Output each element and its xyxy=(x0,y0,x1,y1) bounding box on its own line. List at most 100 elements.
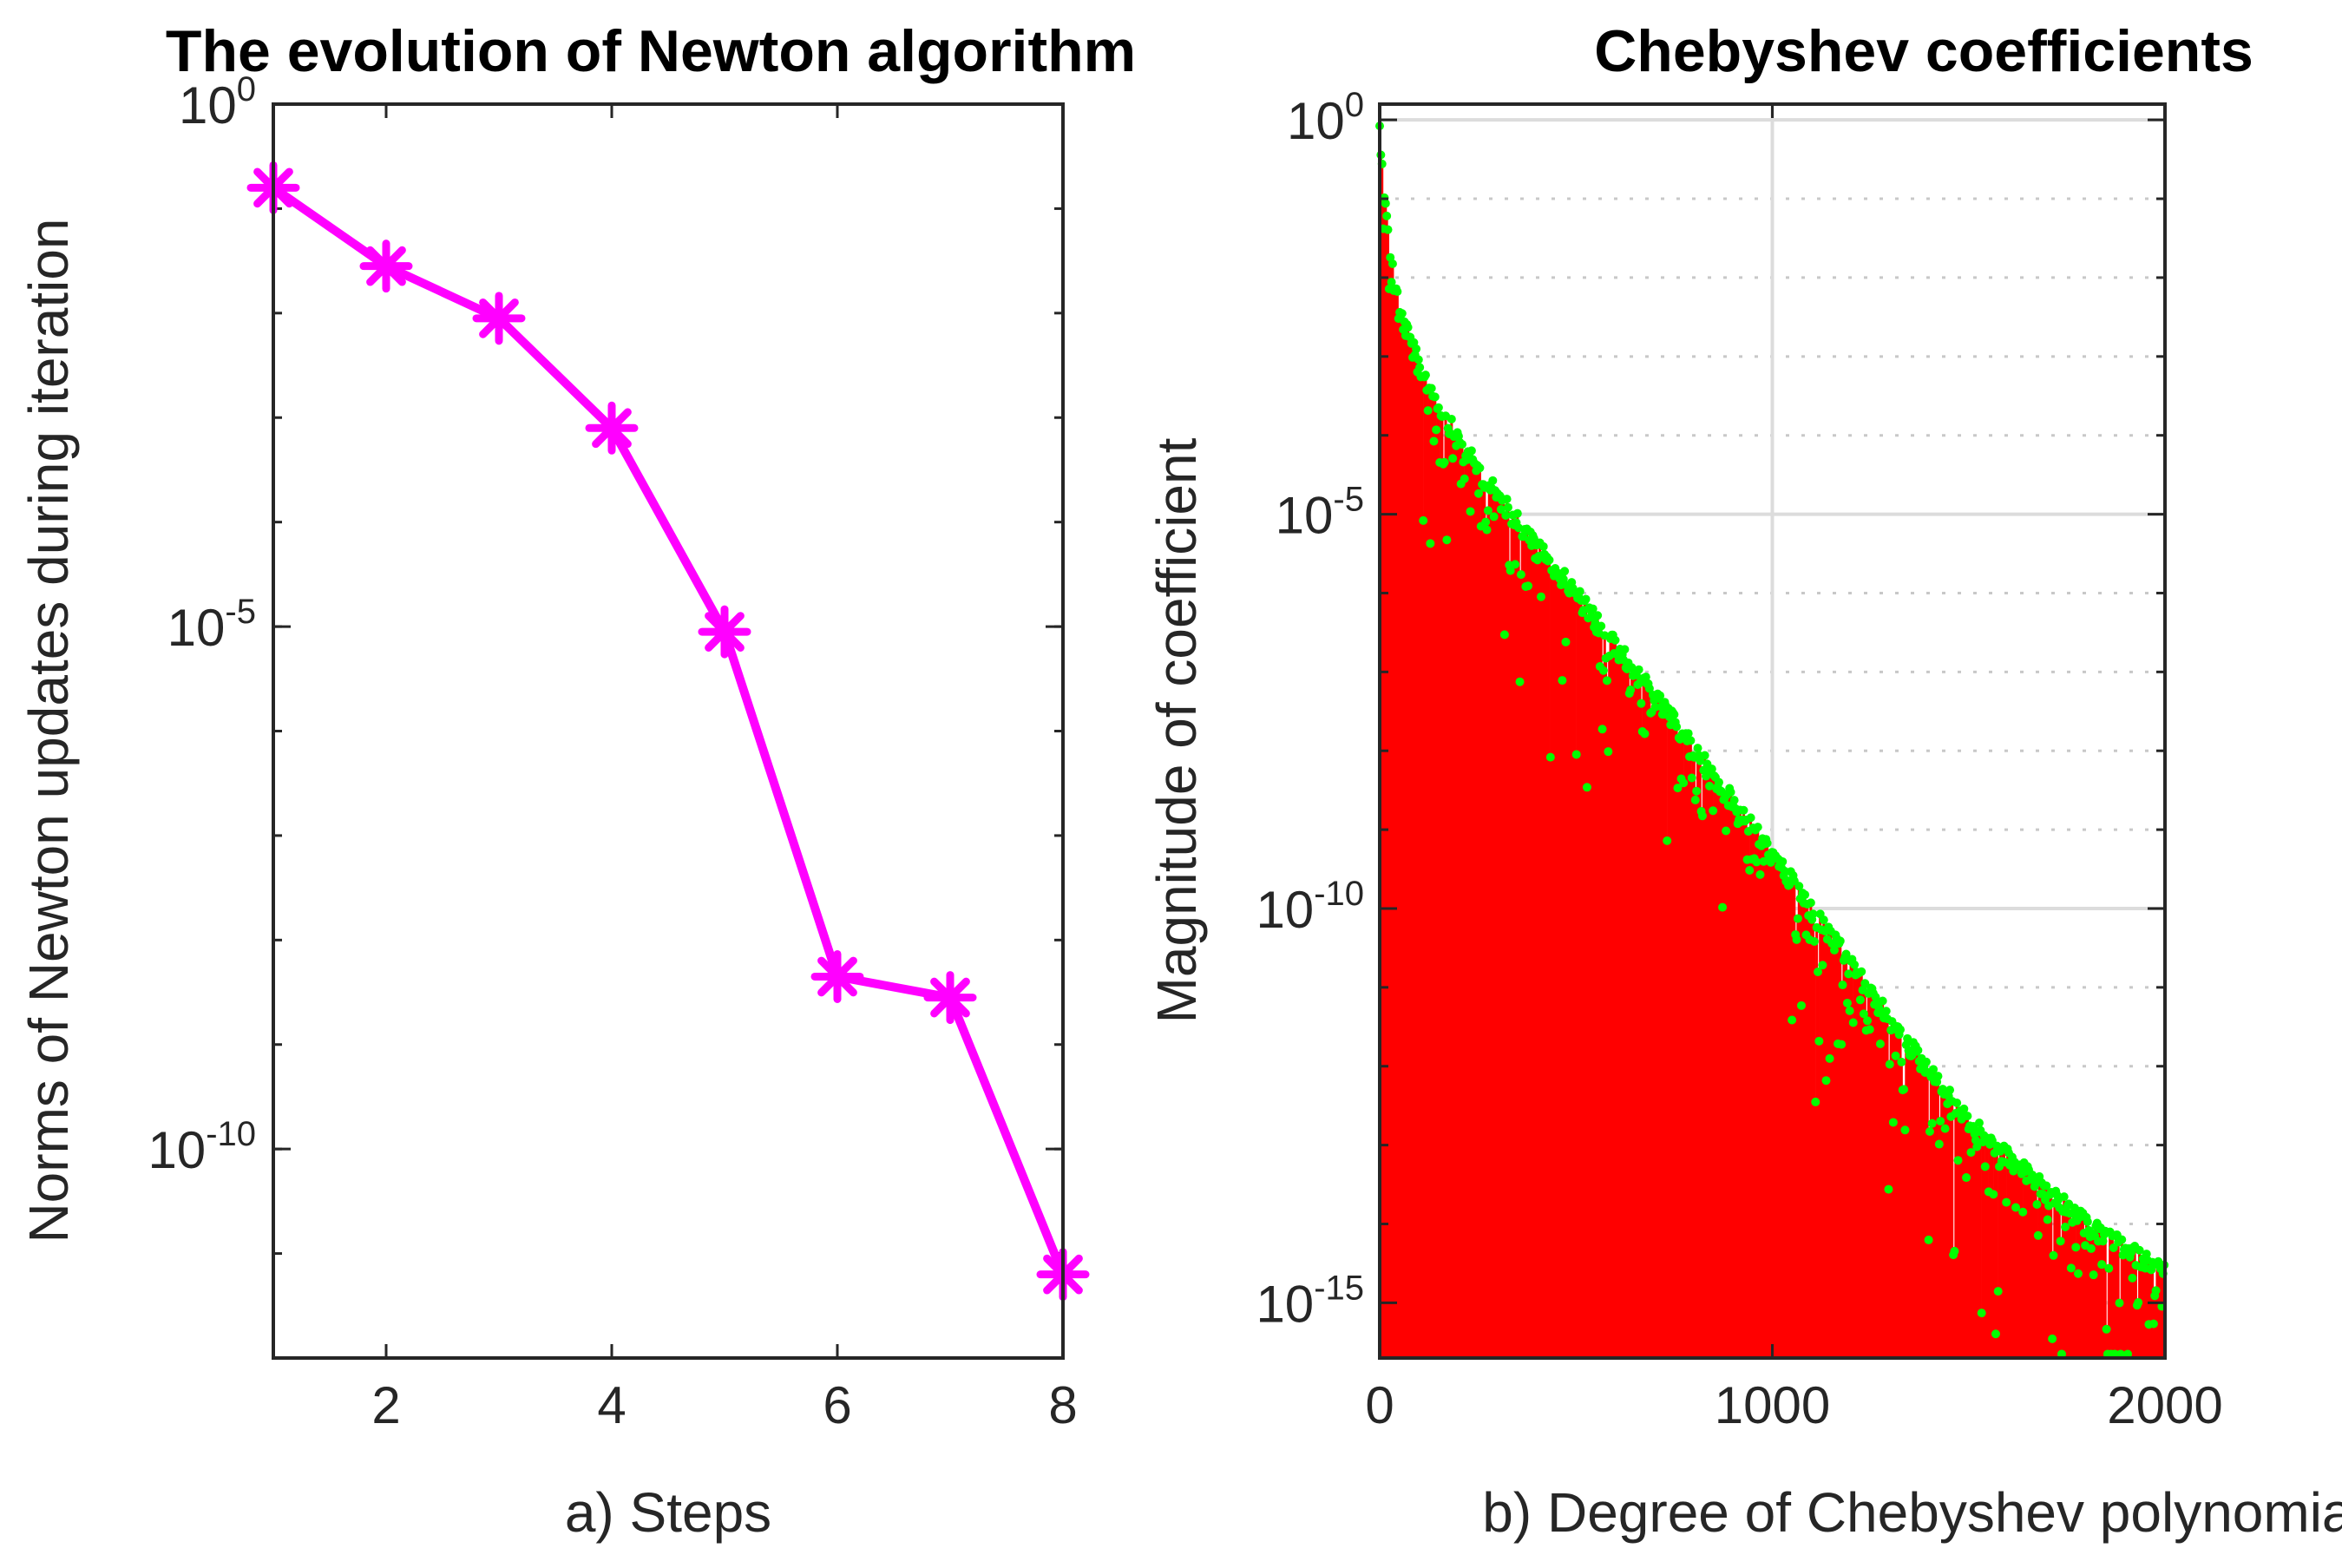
right-coefficient-marker xyxy=(1929,1065,1939,1074)
left-marker-stroke xyxy=(817,956,857,997)
right-coefficient-marker xyxy=(1512,508,1522,518)
right-coefficient-marker xyxy=(1383,225,1393,234)
right-coefficient-marker xyxy=(1429,436,1439,446)
right-coefficient-marker xyxy=(1959,1104,1969,1113)
left-marker-stroke xyxy=(705,612,745,652)
right-coefficient-marker xyxy=(1538,541,1548,551)
right-coefficient-marker xyxy=(2098,1237,2108,1246)
left-x-tick-label: 4 xyxy=(597,1376,626,1434)
right-coefficient-marker xyxy=(1972,1142,1982,1151)
right-coefficient-marker xyxy=(1501,510,1511,520)
right-coefficient-marker xyxy=(1693,744,1702,753)
right-y-tick-label: 10-15 xyxy=(1256,1269,1364,1333)
right-coefficient-marker xyxy=(1821,1076,1831,1086)
right-coefficient-marker xyxy=(1588,604,1597,613)
right-coefficient-marker xyxy=(1753,823,1762,832)
right-coefficient-marker xyxy=(1813,967,1822,976)
right-coefficient-marker xyxy=(1496,505,1506,515)
right-coefficient-marker xyxy=(1634,665,1643,674)
right-coefficient-marker xyxy=(1575,587,1584,596)
right-coefficient-marker xyxy=(1427,384,1436,393)
right-coefficient-marker xyxy=(2011,1203,2021,1212)
right-coefficient-marker xyxy=(2043,1215,2052,1224)
right-coefficient-marker xyxy=(1705,781,1715,791)
right-coefficient-marker xyxy=(1855,995,1865,1005)
right-coefficient-marker xyxy=(1604,747,1613,757)
right-coefficient-marker xyxy=(1419,515,1428,525)
right-y-axis-label: Magnitude of coefficient xyxy=(1145,437,1208,1023)
right-coefficient-marker xyxy=(1393,286,1402,296)
right-coefficient-marker xyxy=(1814,1036,1824,1046)
right-coefficient-marker xyxy=(1381,199,1390,208)
right-coefficient-marker xyxy=(1963,1112,1972,1121)
right-x-axis-label: b) Degree of Chebyshev polynomial xyxy=(1482,1481,2342,1544)
right-y-tick-label: 10-10 xyxy=(1256,875,1364,939)
right-coefficient-marker xyxy=(1857,967,1866,976)
right-coefficient-marker xyxy=(1788,1015,1797,1025)
right-markers xyxy=(1375,121,2169,1359)
right-coefficient-marker xyxy=(1936,1117,1945,1126)
right-coefficient-marker xyxy=(2033,1230,2043,1240)
right-coefficient-marker xyxy=(1792,935,1801,944)
right-coefficient-marker xyxy=(1745,865,1755,875)
right-coefficient-marker xyxy=(1545,752,1555,762)
left-y-tick-label: 10-5 xyxy=(167,593,256,657)
right-coefficient-marker xyxy=(1714,777,1723,787)
right-coefficient-marker xyxy=(2049,1250,2058,1260)
right-coefficient-marker xyxy=(2056,1237,2065,1246)
right-coefficient-marker xyxy=(2102,1324,2111,1334)
right-coefficient-marker xyxy=(1850,960,1860,969)
right-coefficient-marker xyxy=(2116,1349,2125,1359)
left-data-point xyxy=(698,605,751,659)
right-coefficient-marker xyxy=(1809,936,1819,946)
left-series xyxy=(246,161,1090,1302)
right-coefficient-marker xyxy=(1709,806,1718,816)
right-coefficient-marker xyxy=(1811,1097,1820,1106)
right-coefficient-marker xyxy=(1860,979,1870,988)
right-coefficient-marker xyxy=(1844,969,1853,979)
right-coefficient-marker xyxy=(1881,1007,1891,1016)
right-y-tick-label: 10-5 xyxy=(1276,481,1364,545)
right-coefficient-marker xyxy=(2123,1349,2133,1359)
right-coefficient-marker xyxy=(1524,581,1533,591)
right-coefficient-marker xyxy=(1466,507,1475,516)
right-coefficient-marker xyxy=(1863,1016,1873,1026)
right-coefficient-marker xyxy=(1515,677,1525,686)
right-coefficient-marker xyxy=(1503,502,1512,512)
right-coefficient-marker xyxy=(1991,1329,2000,1339)
right-coefficient-marker xyxy=(1808,909,1818,919)
right-coefficient-marker xyxy=(1927,1119,1937,1128)
right-coefficient-marker xyxy=(1746,813,1755,823)
right-coefficient-marker xyxy=(1423,406,1433,416)
right-coefficient-marker xyxy=(1558,676,1567,686)
right-coefficient-marker xyxy=(1430,392,1440,402)
right-coefficient-marker xyxy=(2097,1260,2107,1269)
right-coefficient-marker xyxy=(1670,710,1679,719)
right-coefficient-marker xyxy=(1896,1025,1906,1034)
right-coefficient-marker xyxy=(1934,1139,1944,1149)
right-coefficient-marker xyxy=(1611,635,1620,645)
right-coefficient-marker xyxy=(1593,611,1603,620)
right-coefficient-marker xyxy=(1483,506,1492,515)
left-data-point xyxy=(810,949,864,1003)
right-coefficient-marker xyxy=(1420,371,1430,380)
left-chart-title: The evolution of Newton algorithm xyxy=(166,18,1136,84)
right-coefficient-marker xyxy=(1794,882,1804,891)
right-coefficient-marker xyxy=(1663,836,1672,845)
right-x-tick-label: 1000 xyxy=(1715,1376,1830,1434)
left-y-tick-label: 100 xyxy=(179,70,256,134)
right-coefficient-marker xyxy=(1690,795,1700,804)
right-coefficient-marker xyxy=(1989,1190,1998,1199)
right-coefficient-marker xyxy=(1687,773,1696,783)
left-y-axis-label: Norms of Newton updates during iteration xyxy=(17,218,80,1243)
right-coefficient-marker xyxy=(1545,555,1554,565)
right-coefficient-marker xyxy=(1993,1287,2003,1296)
right-coefficient-marker xyxy=(1952,1098,1962,1107)
right-coefficient-marker xyxy=(1488,476,1498,485)
right-coefficient-marker xyxy=(1432,425,1441,435)
right-coefficient-marker xyxy=(2083,1217,2092,1226)
right-coefficient-marker xyxy=(1502,495,1512,504)
right-coefficient-marker xyxy=(1571,750,1581,759)
right-coefficient-marker xyxy=(1414,355,1423,364)
right-coefficient-marker xyxy=(2147,1265,2156,1275)
